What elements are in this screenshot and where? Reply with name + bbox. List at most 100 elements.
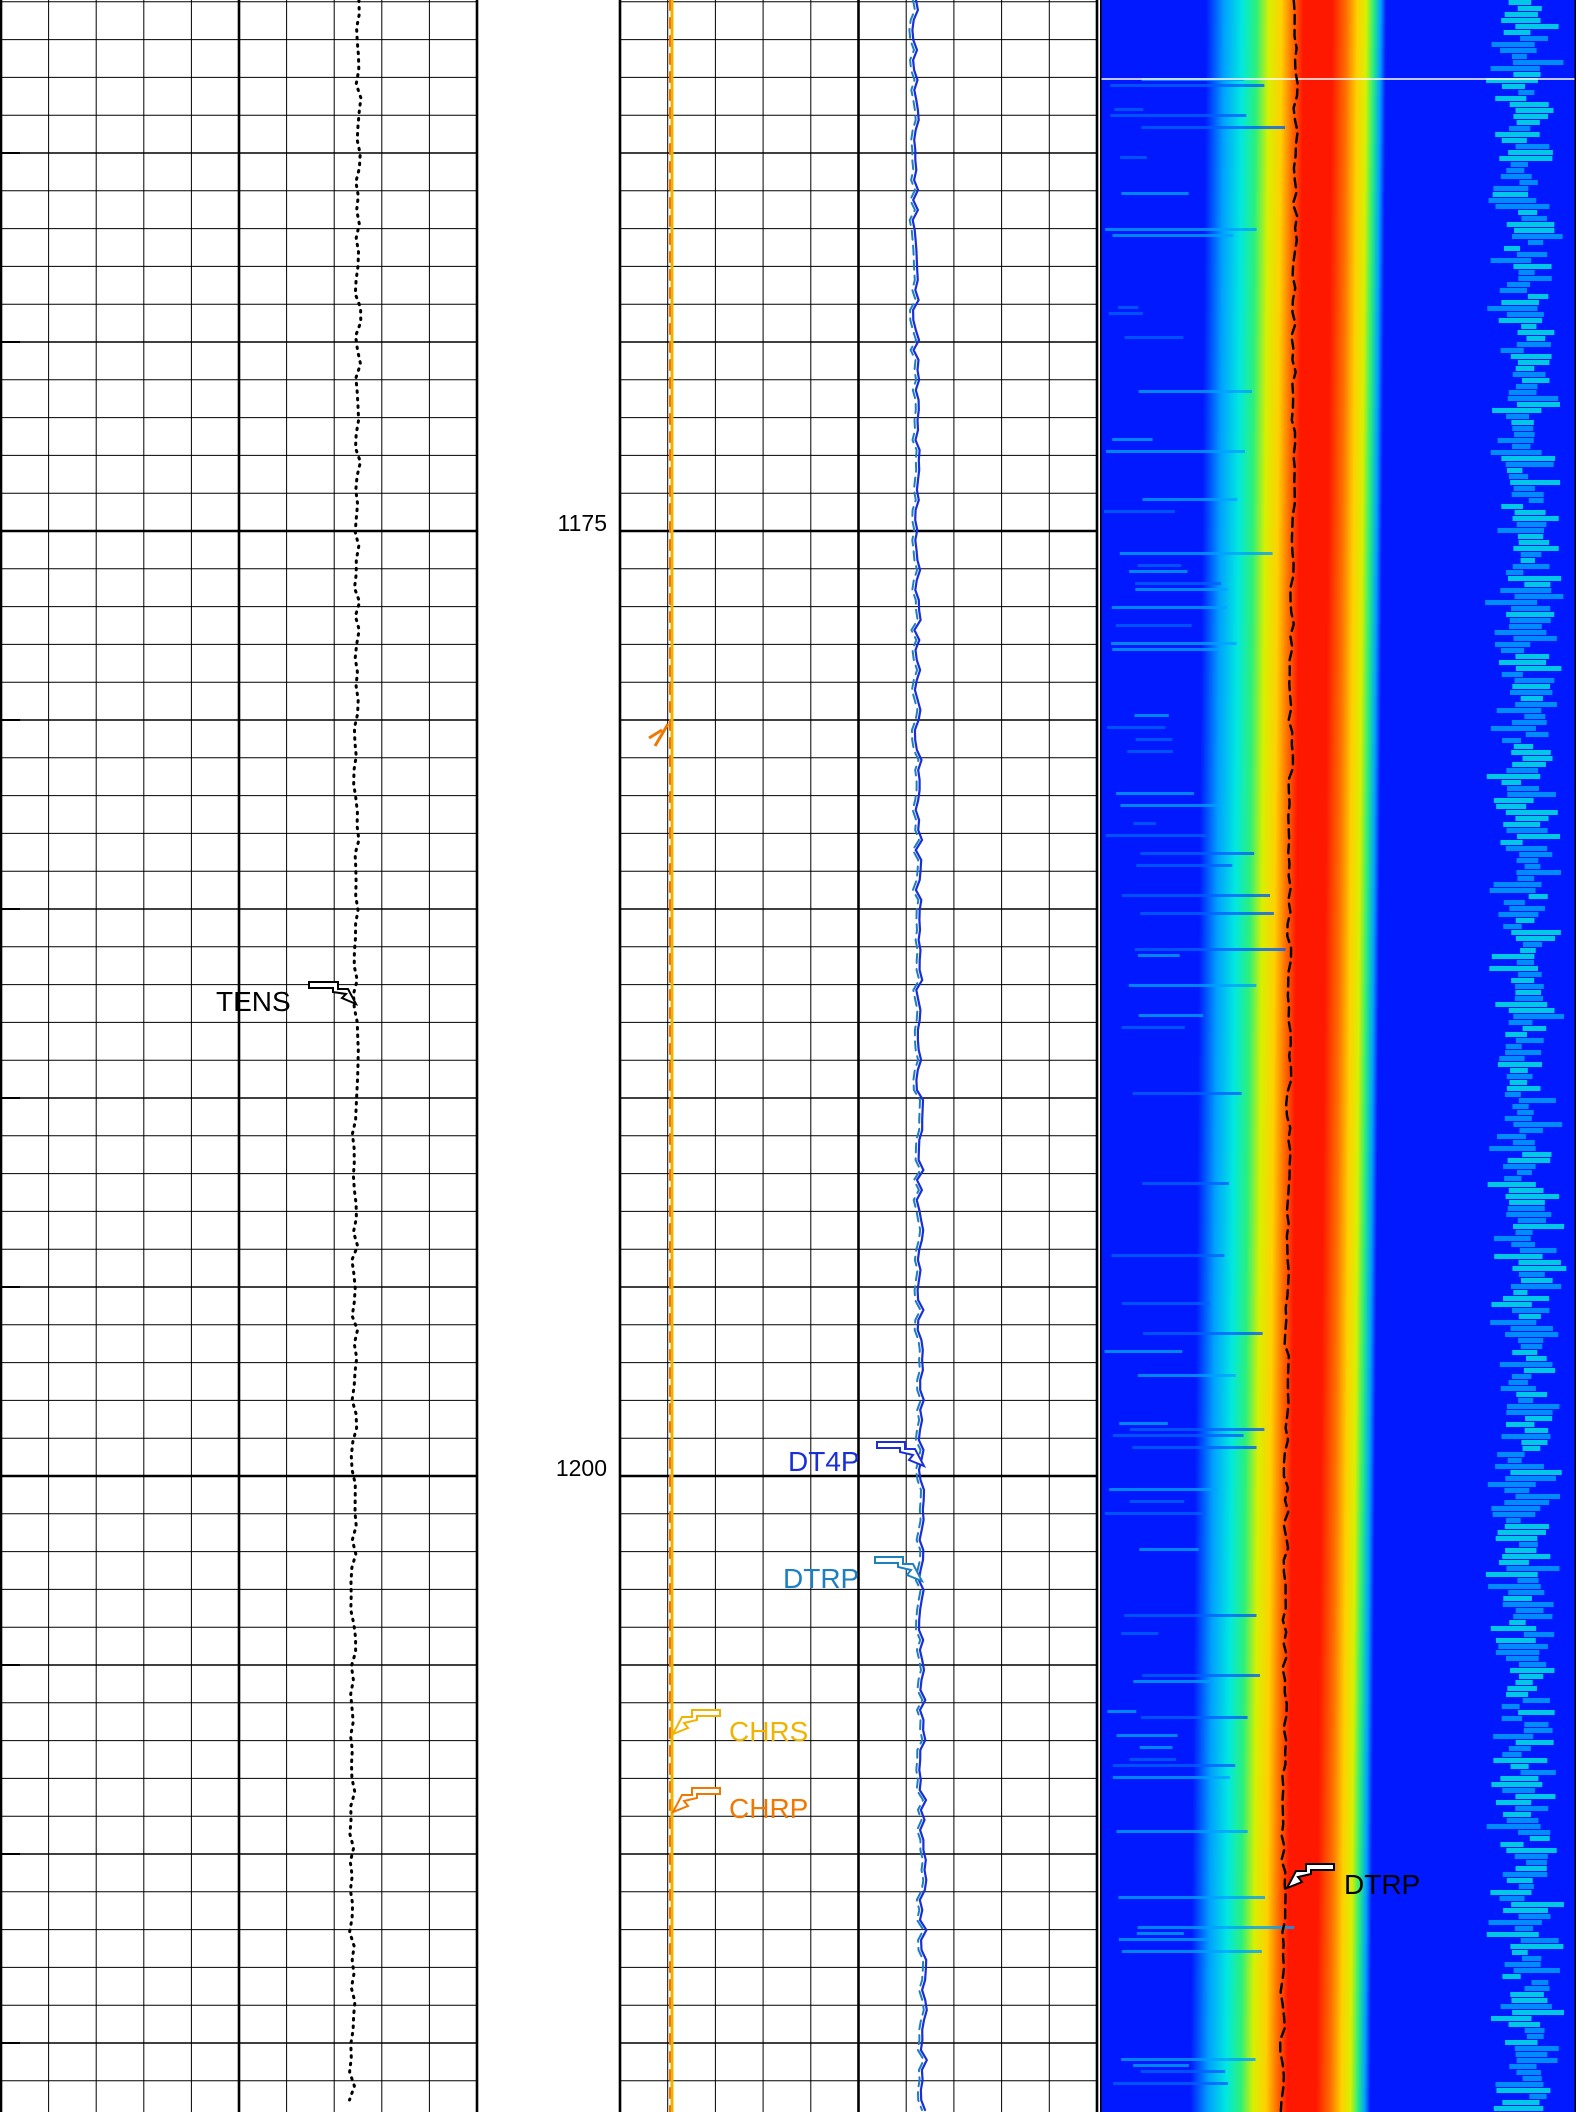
- vdl-noise: [1507, 282, 1531, 287]
- vdl-noise: [1495, 204, 1550, 209]
- vdl-noise: [1501, 138, 1527, 143]
- vdl-noise: [1492, 1512, 1536, 1517]
- dtrp-vdl-arrow-icon: [1284, 1863, 1335, 1890]
- vdl-noise: [1517, 1170, 1532, 1175]
- vdl-noise: [1514, 1926, 1534, 1931]
- vdl-noise: [1514, 984, 1544, 989]
- vdl-noise: [1487, 1482, 1536, 1487]
- vdl-streak: [1140, 2070, 1226, 2073]
- vdl-noise: [1518, 210, 1538, 215]
- vdl-streak: [1143, 1332, 1263, 1335]
- vdl-noise: [1518, 90, 1535, 95]
- vdl-band-segment: [1195, 1344, 1376, 1369]
- vdl-noise: [1518, 1098, 1556, 1103]
- vdl-noise: [1510, 1284, 1562, 1289]
- vdl-streak: [1140, 852, 1255, 855]
- vdl-noise: [1510, 1068, 1528, 1073]
- vdl-noise: [1522, 1446, 1541, 1451]
- vdl-noise: [1512, 372, 1546, 377]
- vdl-noise: [1512, 426, 1534, 431]
- vdl-streak: [1137, 564, 1182, 567]
- vdl-noise: [1506, 414, 1530, 419]
- vdl-streak: [1110, 114, 1247, 117]
- dtrp-curve: [908, 0, 925, 2111]
- vdl-noise: [1508, 474, 1529, 479]
- vdl-noise: [1489, 966, 1538, 971]
- vdl-noise: [1504, 1962, 1541, 1967]
- vdl-noise: [1516, 870, 1561, 875]
- vdl-noise: [1523, 1728, 1553, 1733]
- vdl-noise: [1513, 1224, 1565, 1229]
- vdl-noise: [1500, 2004, 1552, 2009]
- vdl-noise: [1511, 234, 1563, 239]
- vdl-streak: [1104, 1350, 1183, 1353]
- vdl-noise: [1503, 30, 1531, 35]
- vdl-noise: [1517, 360, 1550, 365]
- vdl-noise: [1524, 1722, 1549, 1727]
- vdl-noise: [1514, 2046, 1559, 2051]
- vdl-noise: [1504, 1092, 1521, 1097]
- vdl-streak: [1136, 1932, 1184, 1935]
- vdl-streak: [1119, 1422, 1168, 1425]
- vdl-streak: [1121, 2058, 1256, 2061]
- vdl-noise: [1527, 240, 1544, 245]
- vdl-noise: [1528, 498, 1544, 503]
- vdl-noise: [1520, 552, 1542, 557]
- vdl-noise: [1500, 1776, 1539, 1781]
- vdl-noise: [1517, 1578, 1539, 1583]
- vdl-noise: [1505, 462, 1554, 467]
- vdl-noise: [1495, 132, 1540, 137]
- vdl-noise: [1510, 162, 1528, 167]
- vdl-noise: [1492, 408, 1542, 413]
- vdl-noise: [1513, 744, 1534, 749]
- vdl-band-segment: [1191, 1896, 1372, 1921]
- vdl-noise: [1515, 1608, 1544, 1613]
- dtrp-vdl-curve-label: DTRP: [1344, 1869, 1420, 1900]
- vdl-noise: [1506, 1656, 1539, 1661]
- vdl-noise: [1488, 1584, 1541, 1589]
- vdl-noise: [1508, 1020, 1533, 1025]
- vdl-noise: [1492, 192, 1529, 197]
- vdl-noise: [1505, 1476, 1556, 1481]
- vdl-noise: [1490, 66, 1540, 71]
- vdl-noise: [1526, 1860, 1547, 1865]
- vdl-streak: [1122, 1302, 1210, 1305]
- vdl-noise: [1499, 1896, 1525, 1901]
- vdl-noise: [1509, 624, 1542, 629]
- vdl-noise: [1520, 1344, 1543, 1349]
- vdl-noise: [1510, 1992, 1544, 1997]
- vdl-noise: [1518, 1398, 1534, 1403]
- vdl-noise: [1521, 324, 1537, 329]
- vdl-noise: [1512, 1350, 1538, 1355]
- vdl-noise: [1485, 1572, 1538, 1577]
- vdl-noise: [1497, 1530, 1546, 1535]
- vdl-noise: [1514, 228, 1555, 233]
- vdl-noise: [1495, 1650, 1540, 1655]
- vdl-noise: [1506, 828, 1548, 833]
- depth-label-1175: 1175: [558, 510, 607, 536]
- vdl-noise: [1505, 810, 1558, 815]
- vdl-noise: [1507, 396, 1559, 401]
- vdl-noise: [1525, 732, 1549, 737]
- vdl-noise: [1500, 840, 1523, 845]
- vdl-noise: [1493, 186, 1529, 191]
- vdl-streak: [1112, 648, 1218, 651]
- vdl-noise: [1515, 24, 1559, 29]
- vdl-streak: [1109, 1488, 1217, 1491]
- vdl-noise: [1515, 108, 1554, 113]
- vdl-noise: [1509, 1620, 1526, 1625]
- vdl-noise: [1511, 54, 1527, 59]
- vdl-noise: [1526, 1356, 1547, 1361]
- vdl-noise: [1498, 1644, 1548, 1649]
- vdl-noise: [1485, 600, 1538, 605]
- vdl-noise: [1516, 2070, 1541, 2075]
- vdl-noise: [1509, 102, 1549, 107]
- vdl-noise: [1493, 1758, 1548, 1763]
- vdl-noise: [1493, 882, 1542, 887]
- vdl-noise: [1499, 1362, 1553, 1367]
- vdl-streak: [1129, 1428, 1265, 1431]
- vdl-noise: [1486, 1824, 1541, 1829]
- vdl-noise: [1497, 438, 1534, 443]
- vdl-noise: [1519, 1128, 1543, 1133]
- tens-arrow-icon: [308, 981, 359, 1007]
